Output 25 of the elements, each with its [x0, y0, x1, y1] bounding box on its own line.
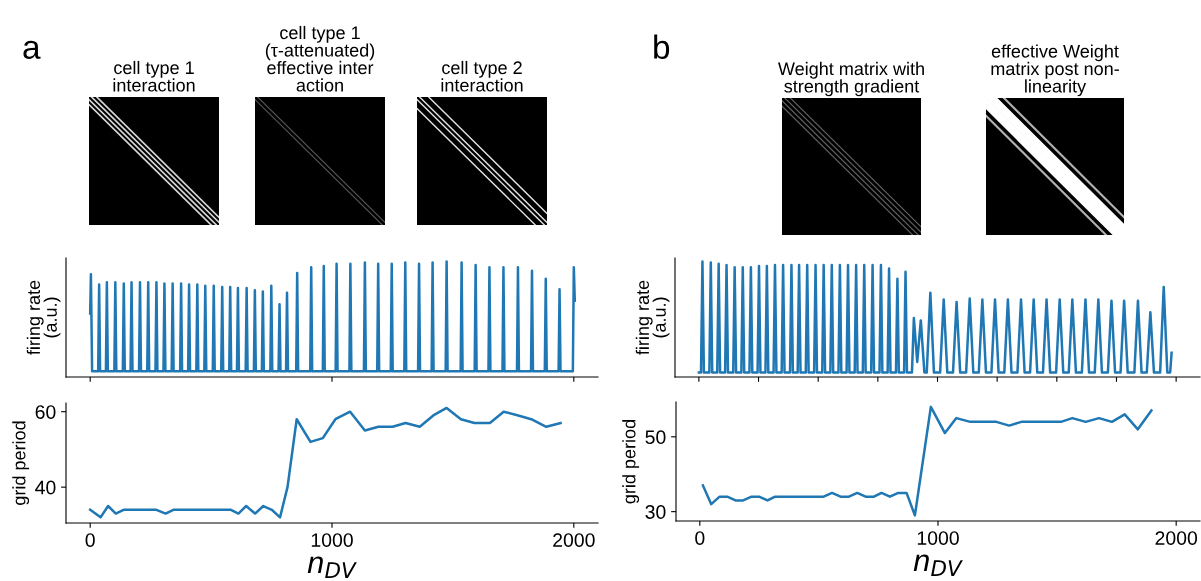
x-tick-label: 2000: [1155, 531, 1198, 545]
text: cell type 1 interaction: [113, 60, 195, 92]
text: effective Weight matrix post non- linearity: [991, 44, 1119, 97]
y-axis-title: firing rate (a.u.): [26, 280, 61, 355]
text: a: [23, 40, 41, 59]
text: Weight matrix with strength gradient: [778, 61, 924, 97]
y-tick-label: 40: [35, 480, 56, 495]
text: cell type 1 (τ-attenuated) effective inter action: [265, 25, 375, 92]
text: b: [654, 34, 670, 59]
x-tick-label: 1000: [311, 533, 353, 547]
line-series: [88, 406, 562, 519]
y-axis-title: firing rate (a.u.): [635, 280, 670, 355]
y-tick-label: 60: [35, 405, 56, 419]
x-axis-title: n$_{DV}$: [307, 556, 357, 578]
x-tick-label: 1000: [917, 531, 959, 545]
line-series: [701, 405, 1153, 517]
text: cell type 2 interaction: [441, 60, 523, 92]
x-axis-title: n$_{DV}$: [913, 554, 963, 576]
x-tick-label: 0: [695, 531, 705, 545]
y-tick-label: 50: [645, 430, 666, 445]
y-tick-label: 30: [645, 505, 666, 519]
x-tick-label: 0: [85, 533, 95, 547]
x-tick-label: 2000: [553, 533, 595, 547]
y-axis-title: grid period: [622, 420, 640, 504]
y-axis-title: grid period: [12, 421, 30, 505]
